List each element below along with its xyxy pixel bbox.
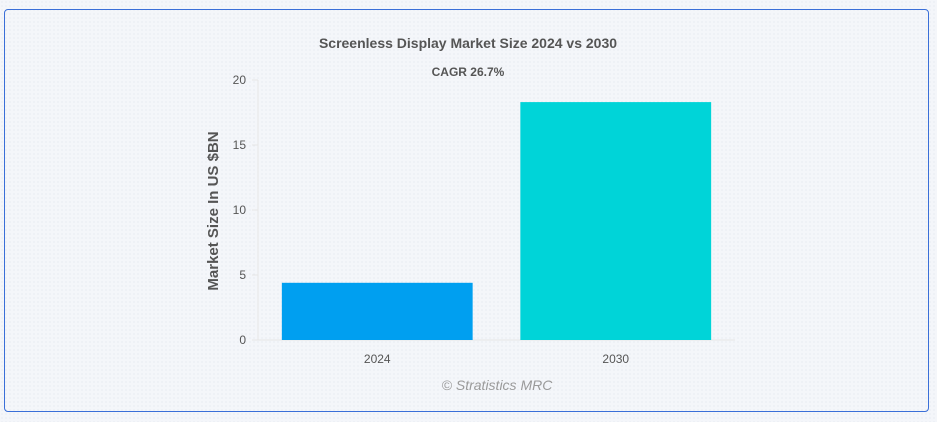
chart-card (4, 9, 929, 412)
y-axis-label: Market Size In US $BN (205, 131, 222, 290)
y-tick-label: 10 (233, 203, 247, 217)
x-tick-label: 2030 (602, 352, 629, 366)
x-ticks: 2024 2030 (364, 352, 630, 366)
y-tick-label: 5 (239, 268, 246, 282)
x-tick-label: 2024 (364, 352, 391, 366)
y-tick-label: 15 (233, 138, 247, 152)
chart-title: Screenless Display Market Size 2024 vs 2… (319, 35, 617, 51)
y-tick-label: 0 (239, 333, 246, 347)
y-ticks: 0 5 10 15 20 (233, 73, 258, 347)
bar-2030[interactable] (520, 102, 712, 340)
chart-subtitle: CAGR 26.7% (432, 65, 505, 79)
y-tick-label: 20 (233, 73, 247, 87)
bars (281, 102, 712, 340)
bar-2024[interactable] (281, 282, 473, 340)
watermark: © Stratistics MRC (442, 377, 554, 393)
